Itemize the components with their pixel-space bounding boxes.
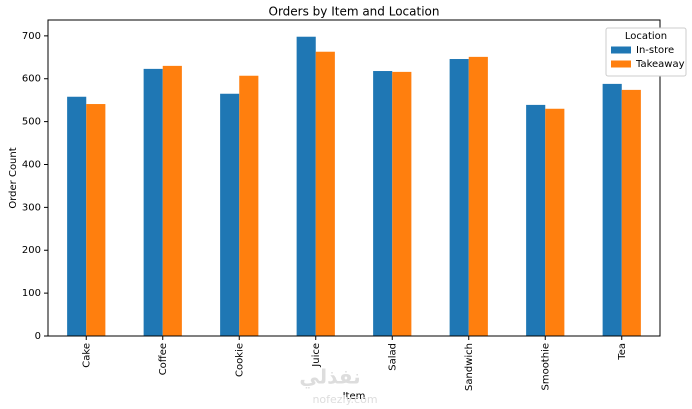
y-axis-label: Order Count (8, 147, 19, 208)
bar (220, 93, 240, 337)
bar (86, 104, 106, 336)
x-tick-label: Coffee (158, 343, 169, 375)
x-tick-label: Juice (311, 343, 322, 368)
legend-swatch (611, 46, 631, 54)
bar (296, 36, 316, 337)
y-tick-label: 100 (22, 288, 41, 299)
legend-swatch (611, 60, 631, 68)
y-tick-label: 700 (22, 31, 41, 42)
y-tick-label: 600 (22, 74, 41, 85)
bar (468, 56, 488, 337)
bar (392, 71, 412, 336)
legend-label: In-store (636, 45, 674, 56)
bar (602, 83, 622, 337)
chart-title: Orders by Item and Location (269, 5, 440, 19)
bar (162, 65, 182, 337)
bar (67, 96, 87, 336)
x-axis-label: Item (343, 391, 366, 402)
bar (373, 71, 393, 336)
x-tick-label: Salad (387, 343, 398, 371)
y-tick-label: 300 (22, 202, 41, 213)
y-tick-label: 400 (22, 159, 41, 170)
bar (143, 68, 163, 336)
legend-label: Takeaway (635, 59, 685, 70)
x-tick-label: Smoothie (540, 343, 551, 391)
x-tick-label: Cake (81, 343, 92, 368)
y-tick-label: 500 (22, 117, 41, 128)
y-tick-label: 0 (35, 331, 41, 342)
plot-frame (47, 19, 661, 337)
bar (315, 51, 335, 336)
x-tick-label: Cookie (234, 343, 245, 377)
y-tick-label: 200 (22, 245, 41, 256)
bar (449, 59, 469, 336)
bar (621, 89, 641, 337)
watermark: nofezly.com (312, 393, 377, 406)
legend-title: Location (625, 31, 667, 42)
bar (545, 108, 565, 336)
bar (526, 104, 546, 336)
bar (239, 75, 259, 336)
watermark: نفذلي (299, 365, 360, 390)
x-tick-label: Sandwich (464, 343, 475, 391)
x-tick-label: Tea (617, 343, 628, 361)
